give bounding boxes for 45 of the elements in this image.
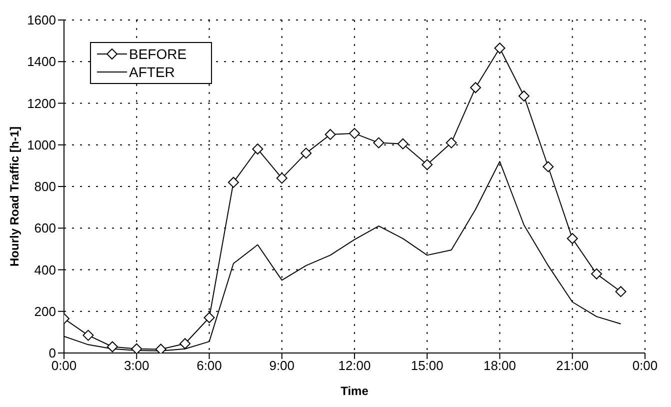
point bbox=[252, 144, 264, 155]
point bbox=[422, 159, 433, 170]
point bbox=[494, 42, 506, 54]
point bbox=[349, 128, 360, 139]
y-tick-label: 600 bbox=[34, 220, 56, 236]
point bbox=[397, 138, 408, 150]
point bbox=[131, 343, 142, 353]
x-axis-title: Time bbox=[340, 384, 369, 398]
x-tick-label: 3:00 bbox=[124, 358, 150, 374]
point bbox=[470, 82, 482, 94]
point bbox=[324, 128, 336, 140]
point bbox=[566, 233, 578, 244]
point bbox=[300, 148, 312, 159]
point bbox=[82, 330, 94, 341]
y-axis-title: Hourly Road Traffic [h-1] bbox=[7, 126, 22, 266]
y-tick-label: 1400 bbox=[27, 54, 56, 70]
point bbox=[518, 90, 530, 102]
legend-label: BEFORE bbox=[129, 45, 187, 63]
x-tick-label: 6:00 bbox=[196, 358, 222, 374]
x-tick-label: 12:00 bbox=[338, 358, 371, 374]
y-tick-label: 1200 bbox=[27, 96, 56, 111]
point bbox=[276, 172, 288, 184]
point bbox=[180, 338, 191, 350]
point bbox=[106, 341, 118, 352]
y-tick-label: 400 bbox=[34, 262, 56, 278]
point bbox=[542, 161, 554, 172]
y-tick-label: 800 bbox=[34, 179, 56, 194]
y-tick-label: 0 bbox=[48, 346, 56, 361]
x-tick-label: 0:00 bbox=[51, 358, 77, 374]
point bbox=[446, 137, 457, 148]
point bbox=[373, 137, 384, 148]
point bbox=[228, 176, 239, 188]
point bbox=[615, 286, 626, 298]
point bbox=[204, 312, 215, 324]
x-tick-label: 0:00 bbox=[632, 358, 658, 374]
x-tick-label: 18:00 bbox=[483, 358, 516, 374]
x-tick-label: 21:00 bbox=[556, 358, 589, 374]
legend-label: AFTER bbox=[129, 63, 175, 81]
y-tick-label: 200 bbox=[34, 304, 56, 319]
point bbox=[591, 268, 602, 280]
x-tick-label: 15:00 bbox=[410, 358, 444, 374]
x-tick-label: 9:00 bbox=[269, 358, 295, 374]
y-tick-label: 1600 bbox=[27, 12, 56, 28]
point bbox=[155, 344, 166, 353]
y-tick-label: 1000 bbox=[27, 137, 56, 152]
